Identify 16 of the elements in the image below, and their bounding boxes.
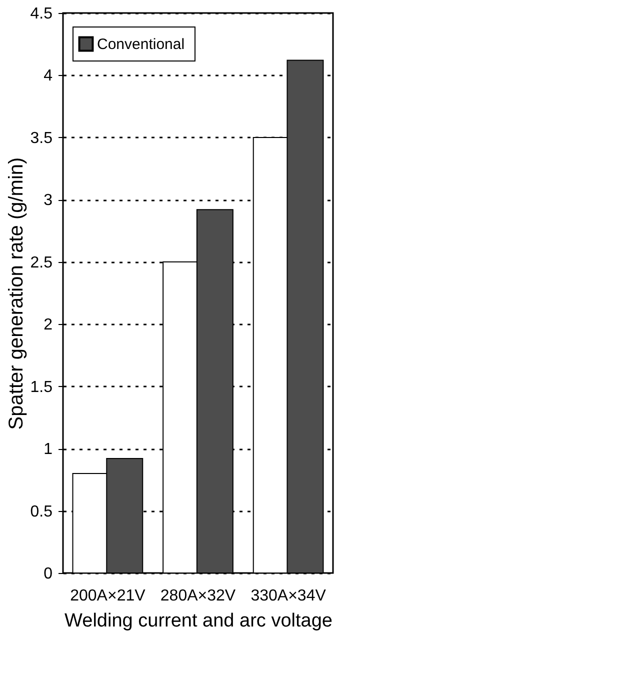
y-tick-label: 1 <box>44 441 53 458</box>
x-tick-label: 330A×34V <box>250 588 326 604</box>
y-tick-label: 2.5 <box>30 254 53 272</box>
x-tick-label: 200A×21V <box>70 588 146 604</box>
y-tick-label: 4 <box>44 68 53 85</box>
x-tick-label: 280A×32V <box>160 588 236 604</box>
y-tick-label: 2 <box>44 316 53 334</box>
y-tick-label: 3.5 <box>30 130 53 147</box>
y-axis-title: Spatter generation rate (g/min) <box>5 157 28 430</box>
y-tick-label: 3 <box>44 192 53 210</box>
y-tick-label: 0 <box>44 566 53 582</box>
y-tick-label: 1.5 <box>30 378 53 396</box>
y-tick-label: 4.5 <box>30 6 53 22</box>
x-axis-title: Welding current and arc voltage <box>64 610 332 632</box>
y-tick-label: 0.5 <box>30 503 53 520</box>
legend-label: Conventional <box>97 36 185 53</box>
